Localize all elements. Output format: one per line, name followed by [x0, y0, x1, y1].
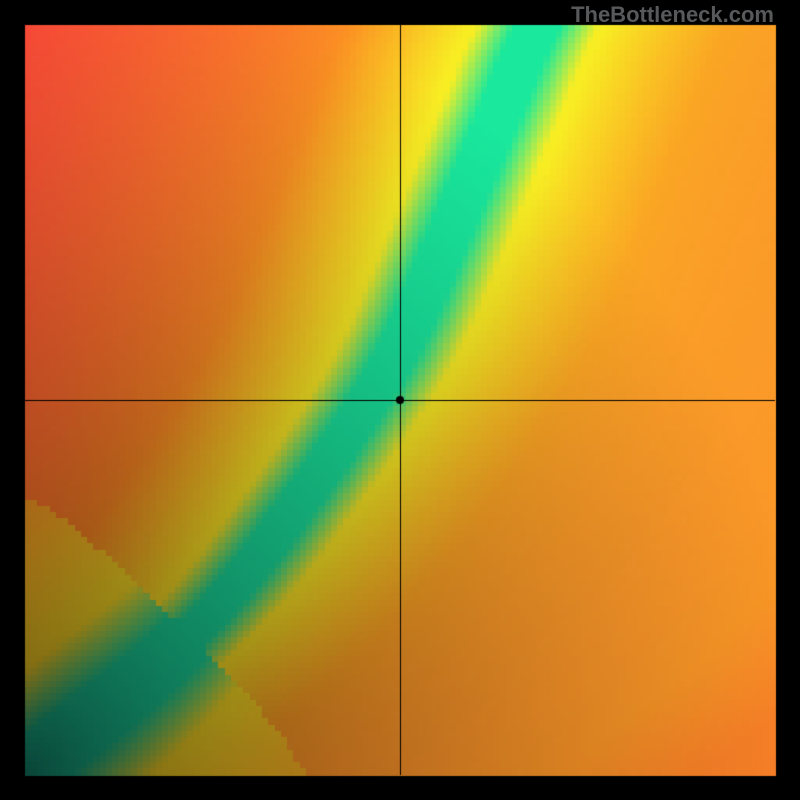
watermark-text: TheBottleneck.com: [571, 2, 774, 28]
bottleneck-heatmap: [0, 0, 800, 800]
